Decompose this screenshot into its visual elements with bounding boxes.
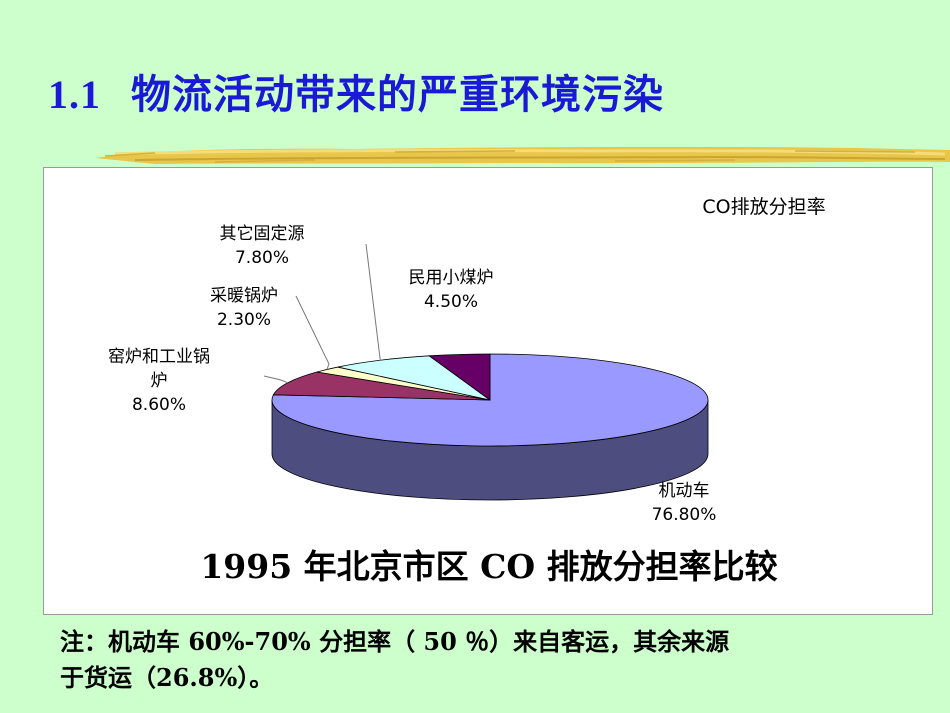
slice-2-leader-line <box>295 295 330 370</box>
slice-1-top <box>272 371 491 401</box>
slice-1-label: 窑炉和工业锅炉 8.60% <box>108 347 210 415</box>
chart-caption: 1995 年北京市区 CO 排放分担率比较 <box>200 547 778 586</box>
footnote: 注：机动车 60%-70% 分担率（ 50 ％）来自客运，其余来源 于货运（26… <box>60 624 920 696</box>
slice-3-leader-line <box>365 243 381 361</box>
title-text: 物流活动带来的严重环境污染 <box>131 71 664 118</box>
slice-3-label: 其它固定源 7.80% <box>220 224 305 268</box>
chart-title: CO排放分担率 <box>702 196 825 218</box>
slice-0-label: 机动车 76.80% <box>652 481 717 525</box>
section-number: 1.1 <box>48 72 101 117</box>
footnote-line-1: 注：机动车 60%-70% 分担率（ 50 ％）来自客运，其余来源 <box>60 627 730 656</box>
slice-4-label: 民用小煤炉 4.50% <box>409 268 494 312</box>
slice-4-top <box>428 353 491 401</box>
brush-stroke-divider <box>95 146 950 164</box>
slice-2-label: 采暖锅炉 2.30% <box>210 286 278 330</box>
pie-chart: CO排放分担率 机动车 76.80% 窑炉和工业锅炉 8.60%采暖锅炉 2.30% 其它… <box>108 196 826 525</box>
slide-title: 1.1 物流活动带来的严重环境污染 <box>48 62 664 120</box>
slice-1-leader-line <box>263 375 288 384</box>
footnote-line-2: 于货运（26.8%）。 <box>60 663 274 692</box>
chart-frame: CO排放分担率 机动车 76.80% 窑炉和工业锅炉 8.60% 采暖锅炉 2.30% 其它… <box>43 167 933 615</box>
